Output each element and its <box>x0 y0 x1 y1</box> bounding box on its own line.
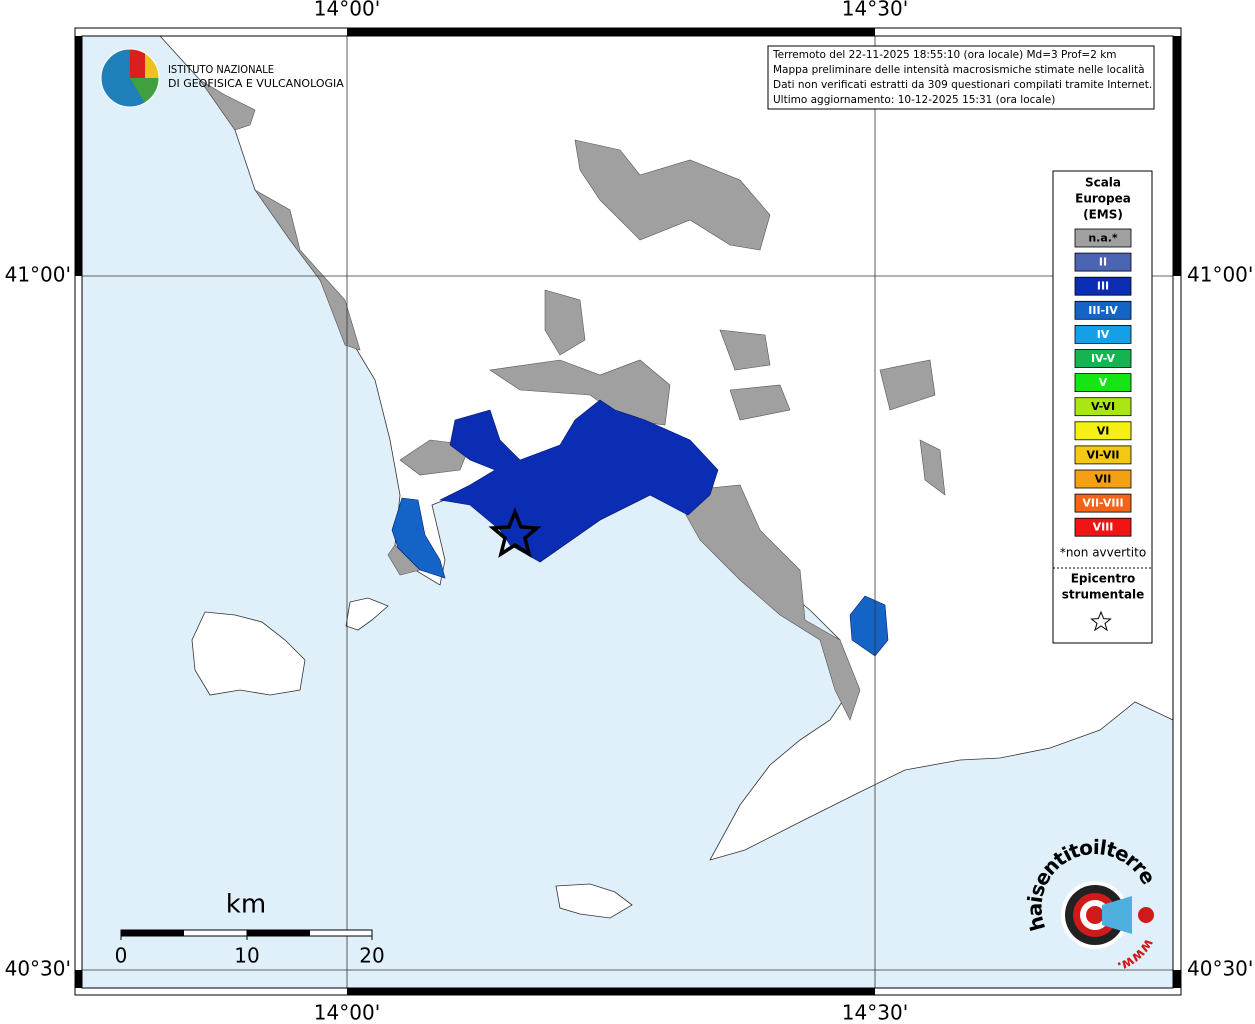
axis-label: 41°00' <box>1187 263 1253 287</box>
legend-title: Europea <box>1075 192 1131 206</box>
scale-unit: km <box>226 890 266 920</box>
info-line: Mappa preliminare delle intensità macros… <box>773 64 1145 76</box>
area <box>199 79 256 131</box>
legend-swatch <box>1074 493 1132 513</box>
island-capri <box>555 883 633 919</box>
legend-label: V <box>1099 376 1108 389</box>
legend-label: IV <box>1097 328 1110 341</box>
axis-label: 14°00' <box>314 0 380 21</box>
legend-label: III <box>1097 280 1109 293</box>
axis-label: 14°30' <box>842 1001 908 1024</box>
area <box>719 329 771 371</box>
legend-title: Scala <box>1085 176 1121 190</box>
area <box>574 139 771 251</box>
area <box>489 359 671 426</box>
info-line: Dati non verificati estratti da 309 ques… <box>773 79 1152 91</box>
legend-swatch <box>1074 276 1132 296</box>
legend-star <box>1090 610 1112 632</box>
axis-label: 14°30' <box>842 0 908 21</box>
epicenter-star <box>488 507 542 558</box>
area-lightblue <box>391 497 446 579</box>
legend-swatch <box>1074 397 1132 417</box>
legend-label: V-VI <box>1091 400 1115 413</box>
legend-swatch <box>1074 469 1132 489</box>
legend-label: VI <box>1097 424 1110 437</box>
legend-swatch <box>1074 228 1132 248</box>
logo-text: ISTITUTO NAZIONALE <box>168 63 274 76</box>
legend-swatch <box>1074 349 1132 368</box>
legend-label: VII-VIII <box>1082 497 1123 510</box>
legend-epicenter: strumentale <box>1062 588 1145 602</box>
axis-label: 40°30' <box>5 957 71 981</box>
area <box>919 439 946 496</box>
legend-swatch <box>1074 421 1132 441</box>
info-line: Ultimo aggiornamento: 10-12-2025 15:31 (… <box>773 94 1055 106</box>
legend-note: *non avvertito <box>1060 546 1146 560</box>
legend-swatch <box>1074 252 1132 272</box>
grid <box>82 36 1173 988</box>
legend-swatch <box>1074 300 1132 320</box>
legend-label: VII <box>1095 473 1112 486</box>
scale-label: 10 <box>234 944 259 968</box>
area <box>685 484 861 721</box>
info-box: Terremoto del 22-11-2025 18:55:10 (ora l… <box>767 45 1155 110</box>
island-ischia <box>191 611 306 696</box>
legend-label: n.a.* <box>1088 232 1118 245</box>
area <box>544 289 586 356</box>
scale-bar: km 0 10 20 <box>115 890 385 968</box>
axis-label: 40°30' <box>1187 957 1253 981</box>
scale-label: 20 <box>359 944 384 968</box>
island-procida <box>345 597 389 631</box>
logo-text: DI GEOFISICA E VULCANOLOGIA <box>168 77 344 90</box>
area <box>254 189 361 351</box>
legend-title: (EMS) <box>1083 208 1123 222</box>
legend-label: III-IV <box>1088 304 1118 317</box>
axis-label: 14°00' <box>314 1001 380 1024</box>
legend-swatch <box>1074 445 1132 465</box>
frame <box>74 27 1182 996</box>
gray-areas <box>199 79 946 721</box>
area <box>729 384 791 421</box>
legend-label: VIII <box>1093 521 1114 534</box>
legend-label: II <box>1099 256 1107 269</box>
legend-label: VI-VII <box>1086 448 1119 461</box>
area <box>879 359 936 411</box>
info-line: Terremoto del 22-11-2025 18:55:10 (ora l… <box>772 49 1117 61</box>
scale-label: 0 <box>115 944 128 968</box>
ingv-logo: ISTITUTO NAZIONALE DI GEOFISICA E VULCAN… <box>100 48 344 108</box>
legend-swatch <box>1074 373 1132 393</box>
legend-epicenter: Epicentro <box>1071 572 1136 586</box>
legend-swatch <box>1074 324 1132 344</box>
legend-swatch <box>1074 517 1132 537</box>
axis-label: 41°00' <box>5 263 71 287</box>
legend: Scala Europea (EMS) *non avvertito Epice… <box>1052 170 1153 644</box>
legend-label: IV-V <box>1091 352 1116 365</box>
